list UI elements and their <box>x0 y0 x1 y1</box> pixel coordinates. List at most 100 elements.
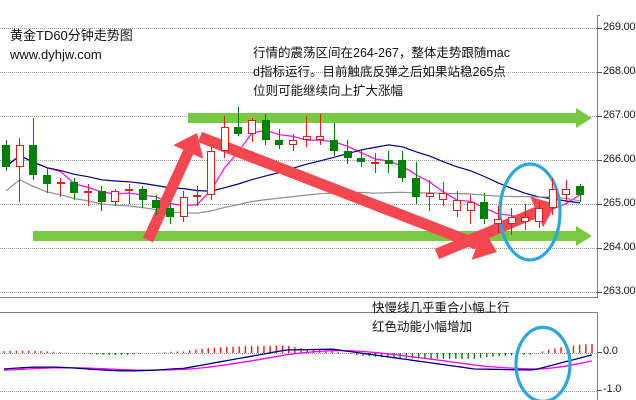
highlight-ellipse-macd <box>514 325 572 400</box>
candle-wick <box>278 129 280 149</box>
candle-body <box>111 190 120 202</box>
macd-axis-tick <box>597 390 602 391</box>
candle-body <box>207 151 215 196</box>
candle-body <box>2 144 10 167</box>
price-axis-label: 269.00 <box>603 21 636 33</box>
price-axis-tick <box>597 116 602 117</box>
candle-body <box>343 151 352 158</box>
candle-body <box>521 217 530 222</box>
price-gridline <box>0 204 597 205</box>
price-axis-tick <box>597 204 602 205</box>
candle-wick <box>306 116 308 147</box>
candle-body <box>97 190 106 202</box>
price-axis-label: 263.00 <box>603 285 636 297</box>
macd-dif-line <box>3 348 593 372</box>
macd-axis-label: -1.0 <box>603 383 622 395</box>
price-axis-tick <box>597 160 602 161</box>
price-axis-tick <box>597 292 602 293</box>
candle-body <box>43 175 51 185</box>
candle-body <box>357 157 366 163</box>
candle-wick <box>237 107 239 136</box>
price-annotation-line-3: 位则可能继续向上扩大涨幅 <box>253 84 404 98</box>
candle-body <box>316 135 325 141</box>
candle-wick <box>497 206 499 233</box>
candle-body <box>384 160 393 165</box>
candle-body <box>507 217 516 224</box>
candle-wick <box>19 138 21 202</box>
trend-arrow-red <box>142 133 204 243</box>
price-axis-tick <box>597 248 602 249</box>
price-axis-label: 264.00 <box>603 241 636 253</box>
price-annotation-line-1: 行情的震荡区间在264-267，整体走势跟随mac <box>253 46 510 60</box>
candle-body <box>398 160 407 178</box>
price-axis-label: 265.00 <box>603 197 636 209</box>
candle-body <box>494 219 502 224</box>
price-axis-label: 266.00 <box>603 153 636 165</box>
candle-body <box>480 201 489 220</box>
candle-body <box>453 199 461 211</box>
candle-body <box>548 188 557 209</box>
candle-body <box>535 208 543 222</box>
price-axis-label: 267.00 <box>603 109 636 121</box>
macd-annotation-line-2: 红色动能小幅增加 <box>372 320 473 334</box>
candle-wick <box>87 184 89 207</box>
ma-long-line <box>5 179 581 214</box>
price-gridline <box>0 292 597 293</box>
macd-gridline <box>0 391 597 392</box>
price-gridline <box>0 160 597 161</box>
candle-body <box>371 162 379 165</box>
trend-band-arrow <box>188 108 592 128</box>
page-title: 黄金TD60分钟走势图 <box>10 28 133 43</box>
price-chart-panel <box>0 15 598 298</box>
chart-vector-overlay <box>3 325 593 400</box>
candle-body <box>412 177 420 198</box>
trend-band-arrow <box>33 226 592 246</box>
candle-body <box>248 120 256 134</box>
candle-body <box>466 201 475 211</box>
candle-wick <box>60 177 62 198</box>
candle-body <box>179 197 188 218</box>
site-url: www.dyhjw.com <box>10 47 102 62</box>
candle-body <box>70 182 79 193</box>
candle-body <box>152 199 161 209</box>
candle-body <box>261 120 270 141</box>
macd-annotation-line-1: 快慢线几乎重合小幅上行 <box>372 301 510 315</box>
candle-body <box>439 193 448 200</box>
chart-title-block: 黄金TD60分钟走势图 www.dyhjw.com <box>10 26 133 64</box>
price-axis-tick <box>597 28 602 29</box>
candle-body <box>84 190 92 193</box>
candle-wick <box>333 122 335 156</box>
price-gridline <box>0 72 597 73</box>
candle-body <box>302 135 311 141</box>
macd-dea-line <box>3 349 593 371</box>
macd-panel <box>0 312 598 400</box>
candle-body <box>425 193 434 198</box>
candle-body <box>562 188 571 196</box>
macd-axis-tick <box>597 352 602 353</box>
chart-vector-overlay <box>5 108 592 262</box>
candle-body <box>15 144 24 167</box>
macd-axis-label: 0.0 <box>603 345 618 357</box>
candle-body <box>166 208 174 218</box>
candle-body <box>193 195 202 198</box>
candle-body <box>576 186 584 196</box>
candle-body <box>275 140 284 145</box>
candle-wick <box>128 184 130 204</box>
highlight-ellipse-price <box>498 162 562 262</box>
candle-body <box>289 140 297 145</box>
price-axis-label: 268.00 <box>603 65 636 77</box>
candle-body <box>138 188 147 200</box>
candle-body <box>234 127 243 134</box>
candle-body <box>29 144 38 176</box>
trend-arrow-red <box>198 131 497 260</box>
price-annotation: 行情的震荡区间在264-267，整体走势跟随mac d指标运行。目前触底反弹之后… <box>253 44 510 101</box>
candle-body <box>220 127 229 152</box>
candle-body <box>56 182 65 185</box>
candle-wick <box>319 113 321 145</box>
price-annotation-line-2: d指标运行。目前触底反弹之后如果站稳265点 <box>253 65 506 79</box>
price-gridline <box>0 248 597 249</box>
price-gridline <box>0 28 597 29</box>
candle-body <box>330 140 338 152</box>
price-axis-tick <box>597 72 602 73</box>
